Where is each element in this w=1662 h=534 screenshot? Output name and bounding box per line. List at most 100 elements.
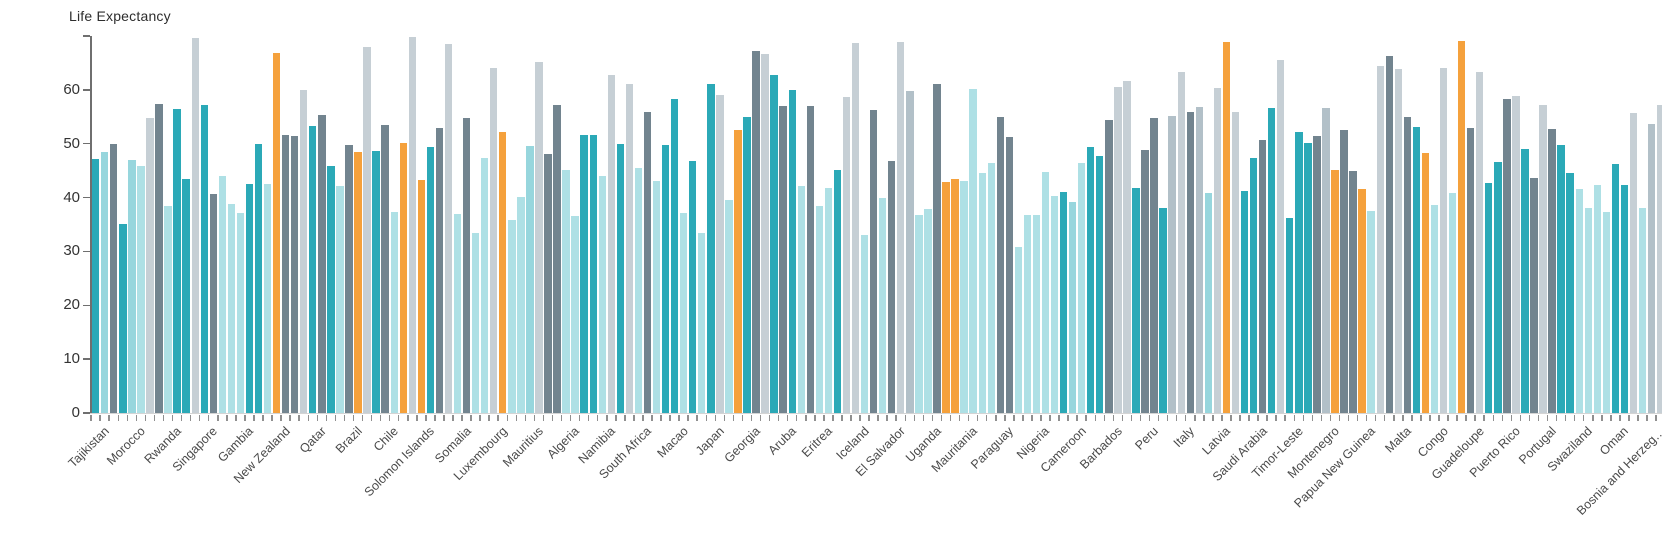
bar[interactable] <box>1059 192 1068 413</box>
bar[interactable] <box>643 111 652 413</box>
bar[interactable] <box>164 205 172 413</box>
bar[interactable] <box>743 116 751 413</box>
bar[interactable] <box>1349 170 1357 413</box>
bar[interactable] <box>1394 68 1402 413</box>
bar[interactable] <box>1593 185 1602 413</box>
bar[interactable] <box>1204 192 1213 413</box>
bar[interactable] <box>625 84 634 413</box>
bar[interactable] <box>417 180 426 413</box>
bar[interactable] <box>679 213 688 413</box>
bar[interactable] <box>1087 147 1095 413</box>
bar[interactable] <box>1313 136 1321 413</box>
bar[interactable] <box>1439 68 1448 413</box>
bar[interactable] <box>254 143 263 413</box>
bar[interactable] <box>1530 178 1538 413</box>
bar[interactable] <box>1620 184 1629 413</box>
bar[interactable] <box>589 134 597 413</box>
bar[interactable] <box>788 90 796 413</box>
bar[interactable] <box>92 158 100 413</box>
bar[interactable] <box>263 183 272 413</box>
bar[interactable] <box>209 194 217 413</box>
bar[interactable] <box>869 110 878 413</box>
bar[interactable] <box>924 209 932 413</box>
bar[interactable] <box>960 181 968 413</box>
bar[interactable] <box>1638 208 1647 413</box>
bar[interactable] <box>444 44 453 413</box>
bar[interactable] <box>752 50 760 413</box>
bar[interactable] <box>1376 65 1384 413</box>
bar[interactable] <box>1068 201 1077 413</box>
bar[interactable] <box>1195 106 1203 413</box>
bar[interactable] <box>716 95 724 413</box>
bar[interactable] <box>888 160 896 413</box>
bar[interactable] <box>128 159 136 413</box>
bar[interactable] <box>1123 80 1131 413</box>
bar[interactable] <box>661 145 670 413</box>
bar[interactable] <box>363 46 371 413</box>
bar[interactable] <box>1358 189 1366 413</box>
bar[interactable] <box>435 128 444 413</box>
bar[interactable] <box>553 104 561 413</box>
bar[interactable] <box>1159 208 1167 413</box>
bar[interactable] <box>1421 153 1430 413</box>
bar[interactable] <box>897 42 905 413</box>
bar[interactable] <box>345 145 353 413</box>
bar[interactable] <box>1476 72 1484 413</box>
bar[interactable] <box>200 105 208 413</box>
bar[interactable] <box>978 173 986 413</box>
bar[interactable] <box>996 117 1004 413</box>
bar[interactable] <box>1367 211 1375 413</box>
bar[interactable] <box>327 166 335 413</box>
bar[interactable] <box>1096 156 1104 413</box>
bar[interactable] <box>381 124 389 413</box>
bar[interactable] <box>480 157 489 413</box>
bar[interactable] <box>906 90 914 413</box>
bar[interactable] <box>1340 130 1348 413</box>
bar[interactable] <box>146 118 154 413</box>
bar[interactable] <box>571 215 579 413</box>
bar[interactable] <box>1168 116 1176 413</box>
bar[interactable] <box>1647 123 1656 413</box>
bar[interactable] <box>499 131 507 413</box>
bar[interactable] <box>272 53 281 413</box>
bar[interactable] <box>1512 96 1520 413</box>
bar[interactable] <box>1267 107 1276 413</box>
bar[interactable] <box>987 163 995 413</box>
bar[interactable] <box>517 197 525 413</box>
bar[interactable] <box>1105 120 1113 413</box>
bar[interactable] <box>110 143 118 413</box>
bar[interactable] <box>1322 107 1330 413</box>
bar[interactable] <box>462 117 471 413</box>
bar[interactable] <box>607 74 615 413</box>
bar[interactable] <box>1539 104 1547 413</box>
bar[interactable] <box>236 213 245 413</box>
bar[interactable] <box>1023 215 1032 413</box>
bar[interactable] <box>1141 149 1149 413</box>
bar[interactable] <box>390 211 398 413</box>
bar[interactable] <box>318 114 326 413</box>
bar[interactable] <box>173 109 181 413</box>
bar[interactable] <box>354 151 362 413</box>
bar[interactable] <box>734 130 742 413</box>
bar[interactable] <box>399 142 407 413</box>
bar[interactable] <box>1249 157 1258 413</box>
bar[interactable] <box>725 200 733 413</box>
bar[interactable] <box>281 135 290 413</box>
bar[interactable] <box>1132 187 1140 413</box>
bar[interactable] <box>942 182 950 413</box>
bar[interactable] <box>1584 208 1592 413</box>
bar[interactable] <box>182 179 190 413</box>
bar[interactable] <box>761 54 769 413</box>
bar[interactable] <box>1177 71 1185 413</box>
bar[interactable] <box>1295 132 1303 413</box>
bar[interactable] <box>1629 112 1638 413</box>
bar[interactable] <box>1385 55 1393 413</box>
bar[interactable] <box>770 75 778 413</box>
bar[interactable] <box>562 169 570 413</box>
bar[interactable] <box>598 176 606 413</box>
bar[interactable] <box>1548 128 1556 413</box>
bar[interactable] <box>1186 111 1194 413</box>
bar[interactable] <box>1566 172 1574 413</box>
bar[interactable] <box>1448 193 1457 413</box>
bar[interactable] <box>1213 88 1222 413</box>
